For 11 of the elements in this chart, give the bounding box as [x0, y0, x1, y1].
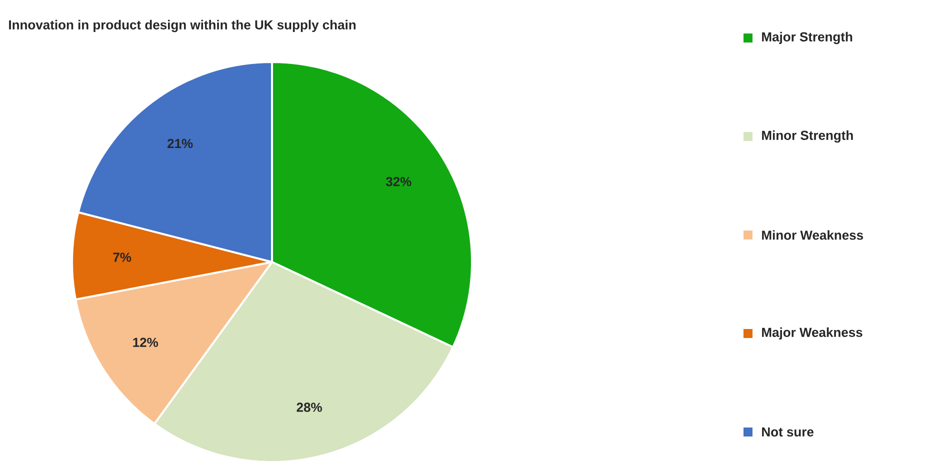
legend-label: Major Strength [762, 32, 852, 44]
legend-label: Minor Strength [762, 130, 853, 143]
data-label: 12% [133, 338, 158, 347]
data-label: 32% [386, 177, 412, 186]
legend-label: Major Weakness [762, 327, 862, 340]
chart-title: Innovation in product design within the UK supply chain [9, 20, 356, 32]
legend-label: Minor Weakness [762, 230, 864, 240]
data-label: 7% [113, 252, 132, 262]
data-label: 21% [168, 138, 193, 148]
legend-label: Not sure [762, 427, 814, 437]
data-label: 28% [296, 402, 322, 412]
